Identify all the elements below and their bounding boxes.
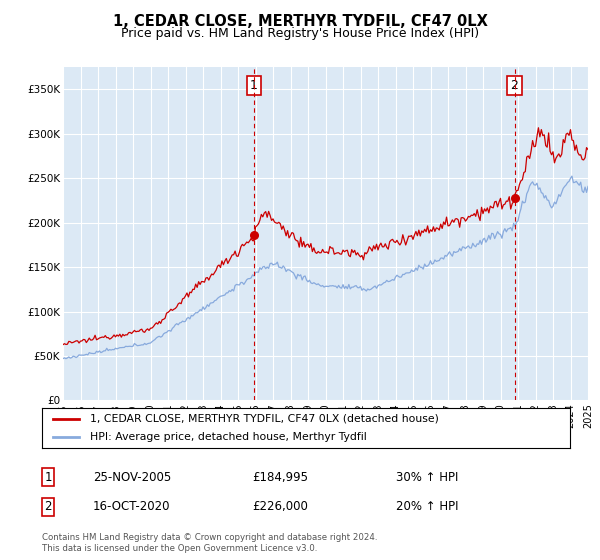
Text: 25-NOV-2005: 25-NOV-2005	[93, 470, 171, 484]
Text: 1: 1	[44, 470, 52, 484]
Text: 20% ↑ HPI: 20% ↑ HPI	[396, 500, 458, 514]
Text: £184,995: £184,995	[252, 470, 308, 484]
Text: £226,000: £226,000	[252, 500, 308, 514]
Text: 1: 1	[250, 79, 257, 92]
Text: 2: 2	[511, 79, 518, 92]
Text: Price paid vs. HM Land Registry's House Price Index (HPI): Price paid vs. HM Land Registry's House …	[121, 27, 479, 40]
Text: Contains HM Land Registry data © Crown copyright and database right 2024.
This d: Contains HM Land Registry data © Crown c…	[42, 533, 377, 553]
Text: 1, CEDAR CLOSE, MERTHYR TYDFIL, CF47 0LX (detached house): 1, CEDAR CLOSE, MERTHYR TYDFIL, CF47 0LX…	[89, 414, 439, 424]
Text: 16-OCT-2020: 16-OCT-2020	[93, 500, 170, 514]
Text: 1, CEDAR CLOSE, MERTHYR TYDFIL, CF47 0LX: 1, CEDAR CLOSE, MERTHYR TYDFIL, CF47 0LX	[113, 14, 487, 29]
Text: 2: 2	[44, 500, 52, 514]
Text: 30% ↑ HPI: 30% ↑ HPI	[396, 470, 458, 484]
Text: HPI: Average price, detached house, Merthyr Tydfil: HPI: Average price, detached house, Mert…	[89, 432, 366, 442]
